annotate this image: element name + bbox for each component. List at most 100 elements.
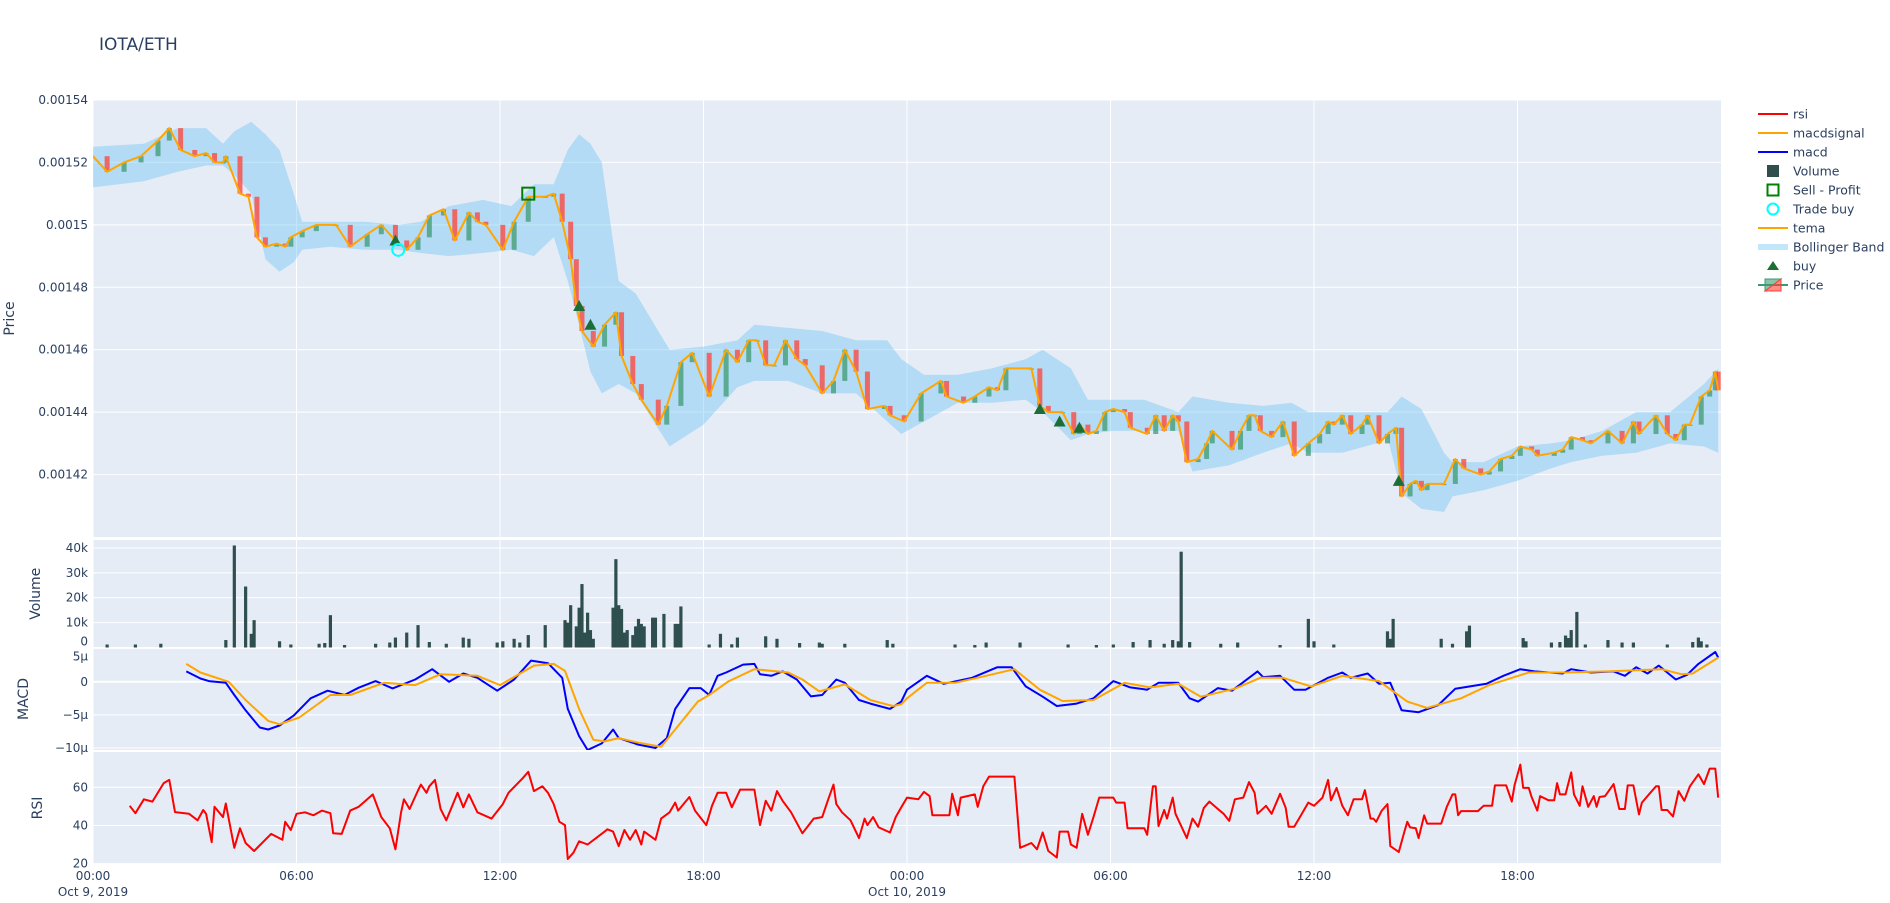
x-tick-label: 18:00 bbox=[1500, 869, 1535, 883]
buy-marker bbox=[1073, 421, 1086, 433]
volume-bar bbox=[591, 638, 595, 648]
candle bbox=[1348, 415, 1354, 434]
legend-item-bollinger-band[interactable]: Bollinger Band bbox=[1758, 240, 1884, 255]
candle bbox=[831, 380, 837, 394]
volume-bar bbox=[467, 638, 471, 648]
y-tick-label: 30k bbox=[66, 566, 88, 580]
volume-bar bbox=[244, 586, 248, 648]
candle bbox=[1664, 415, 1670, 434]
candle bbox=[568, 221, 574, 260]
candle bbox=[619, 312, 625, 356]
y-tick-label: 0.00142 bbox=[38, 468, 88, 482]
volume-bar bbox=[224, 640, 228, 648]
legend-item-volume[interactable]: Volume bbox=[1767, 164, 1840, 179]
volume-bar bbox=[891, 643, 895, 648]
volume-bar bbox=[588, 630, 593, 648]
legend-item-trade-buy[interactable]: Trade buy bbox=[1766, 202, 1856, 217]
volume-bar bbox=[1558, 642, 1562, 648]
y-tick-label: −10µ bbox=[55, 741, 88, 755]
legend-label: tema bbox=[1793, 221, 1825, 236]
candle bbox=[559, 193, 565, 222]
y-axis-title: Volume bbox=[28, 568, 44, 620]
candle bbox=[1280, 421, 1286, 438]
candle bbox=[1331, 421, 1337, 425]
volume-bar bbox=[718, 633, 723, 648]
candle bbox=[452, 209, 458, 241]
legend-circle-open-icon bbox=[1766, 202, 1780, 216]
volume-bar bbox=[1705, 644, 1709, 648]
buy-marker bbox=[389, 234, 402, 246]
legend-label: buy bbox=[1793, 259, 1817, 274]
candle bbox=[1317, 433, 1323, 444]
candle bbox=[1636, 421, 1642, 434]
volume-bar bbox=[625, 630, 629, 648]
legend-label: Trade buy bbox=[1792, 202, 1855, 217]
volume-bar bbox=[427, 642, 431, 648]
candle bbox=[1102, 412, 1108, 431]
volume-bar bbox=[843, 643, 847, 648]
volume-bar bbox=[885, 640, 889, 648]
volume-bar bbox=[232, 545, 236, 648]
volume-bar bbox=[1171, 640, 1175, 648]
volume-bar bbox=[342, 645, 347, 648]
candle bbox=[1534, 449, 1540, 456]
candle bbox=[245, 193, 251, 197]
candle bbox=[500, 224, 506, 250]
candle bbox=[1093, 430, 1099, 434]
volume-bar bbox=[1583, 644, 1587, 648]
legend-item-tema[interactable]: tema bbox=[1758, 221, 1825, 236]
buy-marker bbox=[573, 300, 586, 312]
candle bbox=[1568, 437, 1574, 450]
volume-bar bbox=[252, 620, 256, 648]
y-tick-label: 0.00152 bbox=[38, 155, 88, 169]
candle bbox=[474, 212, 480, 222]
candle bbox=[655, 399, 661, 425]
volume-bar bbox=[277, 641, 282, 648]
candle bbox=[1003, 368, 1009, 391]
candle bbox=[262, 237, 268, 247]
volume-bar bbox=[577, 607, 581, 648]
legend-item-macdsignal[interactable]: macdsignal bbox=[1758, 126, 1865, 141]
volume-bar bbox=[566, 622, 570, 648]
candle bbox=[404, 240, 410, 250]
x-tick-label: 00:00 bbox=[890, 869, 925, 883]
legend-item-rsi[interactable]: rsi bbox=[1758, 107, 1808, 122]
candle bbox=[1238, 430, 1244, 450]
candle bbox=[1517, 446, 1523, 456]
candle bbox=[678, 362, 684, 406]
volume-bar bbox=[574, 626, 578, 648]
candle bbox=[1681, 424, 1687, 441]
volume-bar bbox=[1563, 635, 1568, 648]
plot-area bbox=[185, 651, 1720, 750]
volume-bar bbox=[1699, 641, 1703, 648]
legend-item-price[interactable]: Price bbox=[1758, 278, 1824, 293]
legend-item-sell-profit[interactable]: Sell - Profit bbox=[1766, 183, 1861, 198]
legend-item-macd[interactable]: macd bbox=[1758, 145, 1828, 160]
y-tick-label: 40 bbox=[73, 818, 88, 832]
candle bbox=[819, 365, 825, 394]
y-tick-label: 0 bbox=[80, 675, 88, 689]
volume-bar bbox=[159, 643, 163, 648]
legend-band-icon bbox=[1758, 244, 1788, 250]
volume-bar bbox=[735, 637, 740, 648]
candle bbox=[1045, 405, 1051, 413]
candle bbox=[1486, 471, 1492, 475]
candle bbox=[426, 215, 432, 238]
legend-item-buy[interactable]: buy bbox=[1767, 259, 1817, 274]
candle bbox=[1110, 409, 1116, 413]
volume-bar bbox=[653, 617, 658, 648]
volume-bar bbox=[133, 644, 137, 648]
candle bbox=[864, 371, 870, 410]
volume-bar bbox=[586, 612, 590, 648]
plot-area bbox=[128, 763, 1720, 860]
candle bbox=[1452, 458, 1458, 484]
y-tick-label: 0.00146 bbox=[38, 343, 88, 357]
volume-bar bbox=[512, 638, 516, 648]
volume-bar bbox=[249, 633, 253, 648]
candle bbox=[1529, 446, 1535, 450]
candle bbox=[802, 359, 808, 366]
volume-bar bbox=[1631, 642, 1635, 648]
x-tick-date-label: Oct 10, 2019 bbox=[868, 885, 946, 899]
volume-bar bbox=[617, 605, 621, 648]
